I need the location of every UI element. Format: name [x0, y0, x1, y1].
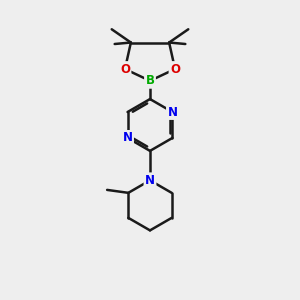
Text: N: N [123, 131, 133, 144]
Text: O: O [170, 62, 180, 76]
Text: O: O [120, 62, 130, 76]
Text: B: B [146, 74, 154, 87]
Text: N: N [145, 174, 155, 187]
Text: N: N [167, 106, 177, 118]
